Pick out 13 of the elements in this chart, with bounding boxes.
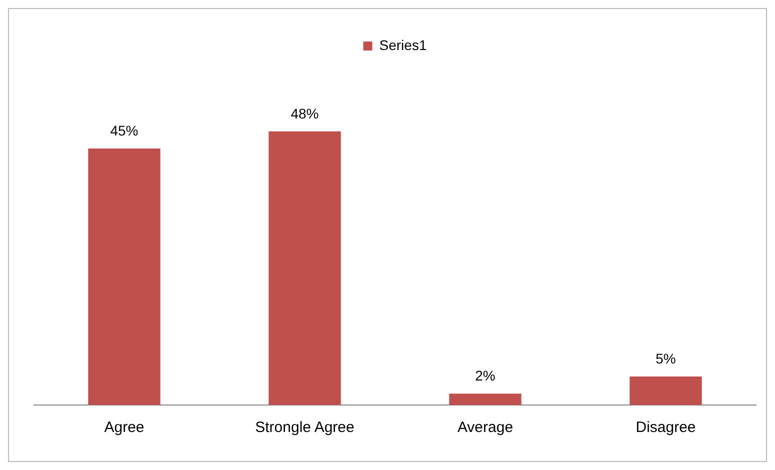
x-tick-label: Disagree xyxy=(636,419,696,436)
x-tick-label: Agree xyxy=(104,419,144,436)
data-label: 48% xyxy=(290,105,319,122)
x-tick-label: Average xyxy=(457,419,514,436)
data-label: 5% xyxy=(656,350,676,366)
x-tick-label: Strongle Agree xyxy=(255,419,354,436)
bar xyxy=(630,376,702,405)
data-label: 2% xyxy=(475,367,496,384)
bar xyxy=(449,394,522,405)
bar xyxy=(88,148,160,405)
legend-label: Series1 xyxy=(379,36,427,53)
bar xyxy=(268,131,341,405)
data-label: 45% xyxy=(110,122,138,138)
